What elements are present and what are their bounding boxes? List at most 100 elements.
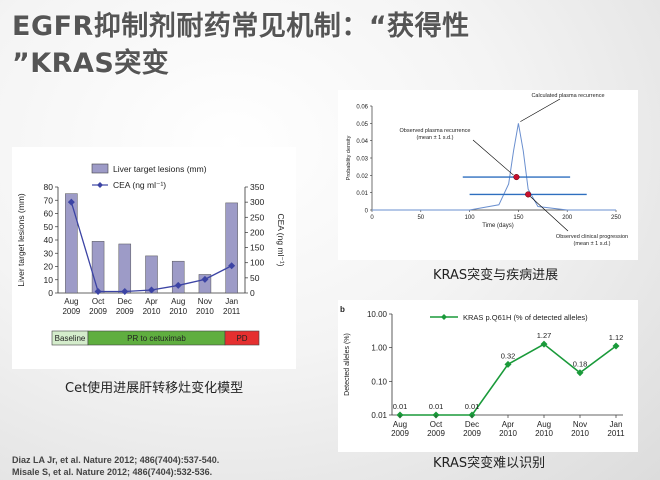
y-tick-label-left: 30 bbox=[44, 248, 54, 258]
x-tick-label: Jan 2011 bbox=[223, 297, 241, 316]
reference-1: Diaz LA Jr, et al. Nature 2012; 486(7404… bbox=[12, 455, 220, 465]
y-tick-label: 0.02 bbox=[356, 174, 368, 180]
liver-lesions-chart-panel: Liver target lesions (mm) CEA (ng ml⁻¹) 0 1… bbox=[12, 147, 296, 369]
y-tick-label-left: 70 bbox=[44, 195, 54, 205]
y-tick-label-right: 150 bbox=[250, 243, 264, 253]
reference-2: Misale S, et al. Nature 2012; 486(7404):… bbox=[12, 467, 213, 477]
kras-alleles-chart: b 0.01 0.10 1.00 10.00 Detected alleles (%) KR… bbox=[340, 305, 625, 438]
data-label: 1.12 bbox=[609, 333, 624, 342]
kras-point bbox=[576, 369, 584, 377]
plasma-annotation: Observed plasma recurrence (mean ± 1 s.d.… bbox=[400, 128, 471, 141]
x-tick-label: 200 bbox=[562, 215, 573, 221]
legend-label-bars: Liver target lesions (mm) bbox=[113, 164, 207, 174]
references: Diaz LA Jr, et al. Nature 2012; 486(7404… bbox=[12, 454, 219, 478]
y-tick-label-left: 40 bbox=[44, 235, 54, 245]
y-tick-label: 0.05 bbox=[356, 122, 368, 128]
bar bbox=[225, 202, 238, 294]
y-tick-label-right: 0 bbox=[250, 288, 255, 298]
bar bbox=[118, 243, 132, 294]
bar bbox=[91, 241, 105, 294]
y-axis-label: Detected alleles (%) bbox=[344, 333, 351, 396]
phase-label: PD bbox=[236, 334, 247, 343]
data-label: 0.01 bbox=[393, 402, 408, 411]
data-label: 0.01 bbox=[465, 402, 480, 411]
y-tick-label: 0.03 bbox=[356, 157, 368, 163]
probability-density-chart: 0 0.01 0.02 0.03 0.04 0.05 0.06 0 50 100 150 200 250… bbox=[346, 93, 628, 247]
slide-title-line1: EGFR抑制剂耐药常见机制：“获得性 bbox=[12, 11, 470, 42]
y-tick-label-left: 20 bbox=[44, 262, 54, 272]
y-tick-label: 0 bbox=[365, 209, 369, 215]
kras-point bbox=[612, 342, 620, 350]
legend-marker bbox=[441, 314, 447, 320]
caption-liver-model: Cet使用进展肝转移灶变化模型 bbox=[65, 381, 244, 396]
x-tick-label: 150 bbox=[513, 215, 524, 221]
cea-point bbox=[174, 281, 182, 289]
slide-title: EGFR抑制剂耐药常见机制：“获得性 ”KRAS突变 bbox=[12, 8, 612, 82]
probability-density-chart-panel: 0 0.01 0.02 0.03 0.04 0.05 0.06 0 50 100 150 200 250… bbox=[338, 90, 638, 260]
x-tick-label: Aug 2010 bbox=[169, 297, 187, 316]
panel-label: b bbox=[340, 305, 345, 314]
x-axis-label: Time (days) bbox=[482, 223, 513, 229]
x-tick-label: 250 bbox=[611, 215, 622, 221]
clinical-annotation: Observed clinical progression (mean ± 1 s… bbox=[556, 234, 628, 247]
bar bbox=[65, 193, 78, 294]
y-tick-label: 10.00 bbox=[367, 310, 388, 319]
clinical-annotation-arrow bbox=[529, 196, 569, 232]
data-label: 0.32 bbox=[501, 351, 516, 360]
y-tick-label-right: 100 bbox=[250, 258, 264, 268]
phase-label: Baseline bbox=[55, 334, 86, 343]
x-tick-label: Nov 2010 bbox=[196, 297, 214, 316]
y-axis-label: Probability density bbox=[346, 135, 352, 180]
y-tick-label-left: 80 bbox=[44, 182, 54, 192]
y-tick-label-right: 300 bbox=[250, 197, 264, 207]
kras-alleles-chart-panel: b 0.01 0.10 1.00 10.00 Detected alleles (%) KR… bbox=[338, 300, 638, 452]
caption-kras-progression: KRAS突变与疾病进展 bbox=[433, 268, 559, 283]
phase-label: PR to cetuximab bbox=[127, 334, 186, 343]
legend-label: KRAS p.Q61H (% of detected alleles) bbox=[463, 313, 588, 322]
y-tick-label-right: 350 bbox=[250, 182, 264, 192]
plasma-annotation-arrow bbox=[472, 139, 514, 176]
legend-swatch-bars bbox=[91, 163, 109, 174]
x-tick-label: Oct 2009 bbox=[427, 420, 445, 438]
x-tick-label: Oct 2009 bbox=[89, 297, 107, 316]
y-tick-label-right: 50 bbox=[250, 273, 260, 283]
x-tick-label: Dec 2009 bbox=[463, 420, 481, 438]
curve-annotation-arrow bbox=[520, 98, 561, 122]
liver-lesions-chart: Liver target lesions (mm) CEA (ng ml⁻¹) 0 1… bbox=[16, 163, 286, 346]
x-tick-label: Dec 2009 bbox=[116, 297, 134, 316]
y-tick-label-right: 250 bbox=[250, 212, 264, 222]
kras-point bbox=[540, 340, 548, 348]
x-tick-label: Aug 2010 bbox=[535, 420, 553, 438]
cea-point bbox=[201, 275, 209, 283]
y-tick-label-right: 200 bbox=[250, 227, 264, 237]
mean-point bbox=[525, 191, 532, 198]
y-tick-label-left: 60 bbox=[44, 209, 54, 219]
y-tick-label-left: 50 bbox=[44, 222, 54, 232]
data-label: 1.27 bbox=[537, 331, 552, 340]
y-tick-label-left: 10 bbox=[44, 275, 54, 285]
legend-label-line: CEA (ng ml⁻¹) bbox=[113, 180, 166, 190]
density-curve bbox=[372, 123, 616, 211]
x-tick-label: Aug 2009 bbox=[391, 420, 409, 438]
y-axis-label-right: CEA (ng ml⁻¹) bbox=[276, 213, 286, 266]
legend-marker-line bbox=[97, 182, 103, 188]
cea-point bbox=[67, 198, 75, 206]
y-tick-label: 0.04 bbox=[356, 139, 368, 145]
cea-point bbox=[228, 262, 236, 270]
x-tick-label: 0 bbox=[370, 215, 374, 221]
data-label: 0.18 bbox=[573, 360, 588, 369]
kras-point bbox=[504, 360, 512, 368]
x-tick-label: Aug 2009 bbox=[62, 297, 80, 316]
x-tick-label: 50 bbox=[417, 215, 424, 221]
x-tick-label: Nov 2010 bbox=[571, 420, 589, 438]
caption-kras-hard-detect: KRAS突变难以识别 bbox=[433, 456, 546, 471]
cea-point bbox=[121, 287, 129, 295]
mean-point bbox=[513, 174, 520, 181]
data-label: 0.01 bbox=[429, 402, 444, 411]
x-tick-label: 100 bbox=[465, 215, 476, 221]
y-tick-label: 0.01 bbox=[371, 411, 387, 420]
y-tick-label: 0.06 bbox=[356, 105, 368, 111]
x-tick-label: Apr 2010 bbox=[499, 420, 517, 438]
curve-annotation: Calculated plasma recurrence bbox=[531, 93, 604, 99]
cea-point bbox=[148, 286, 155, 294]
